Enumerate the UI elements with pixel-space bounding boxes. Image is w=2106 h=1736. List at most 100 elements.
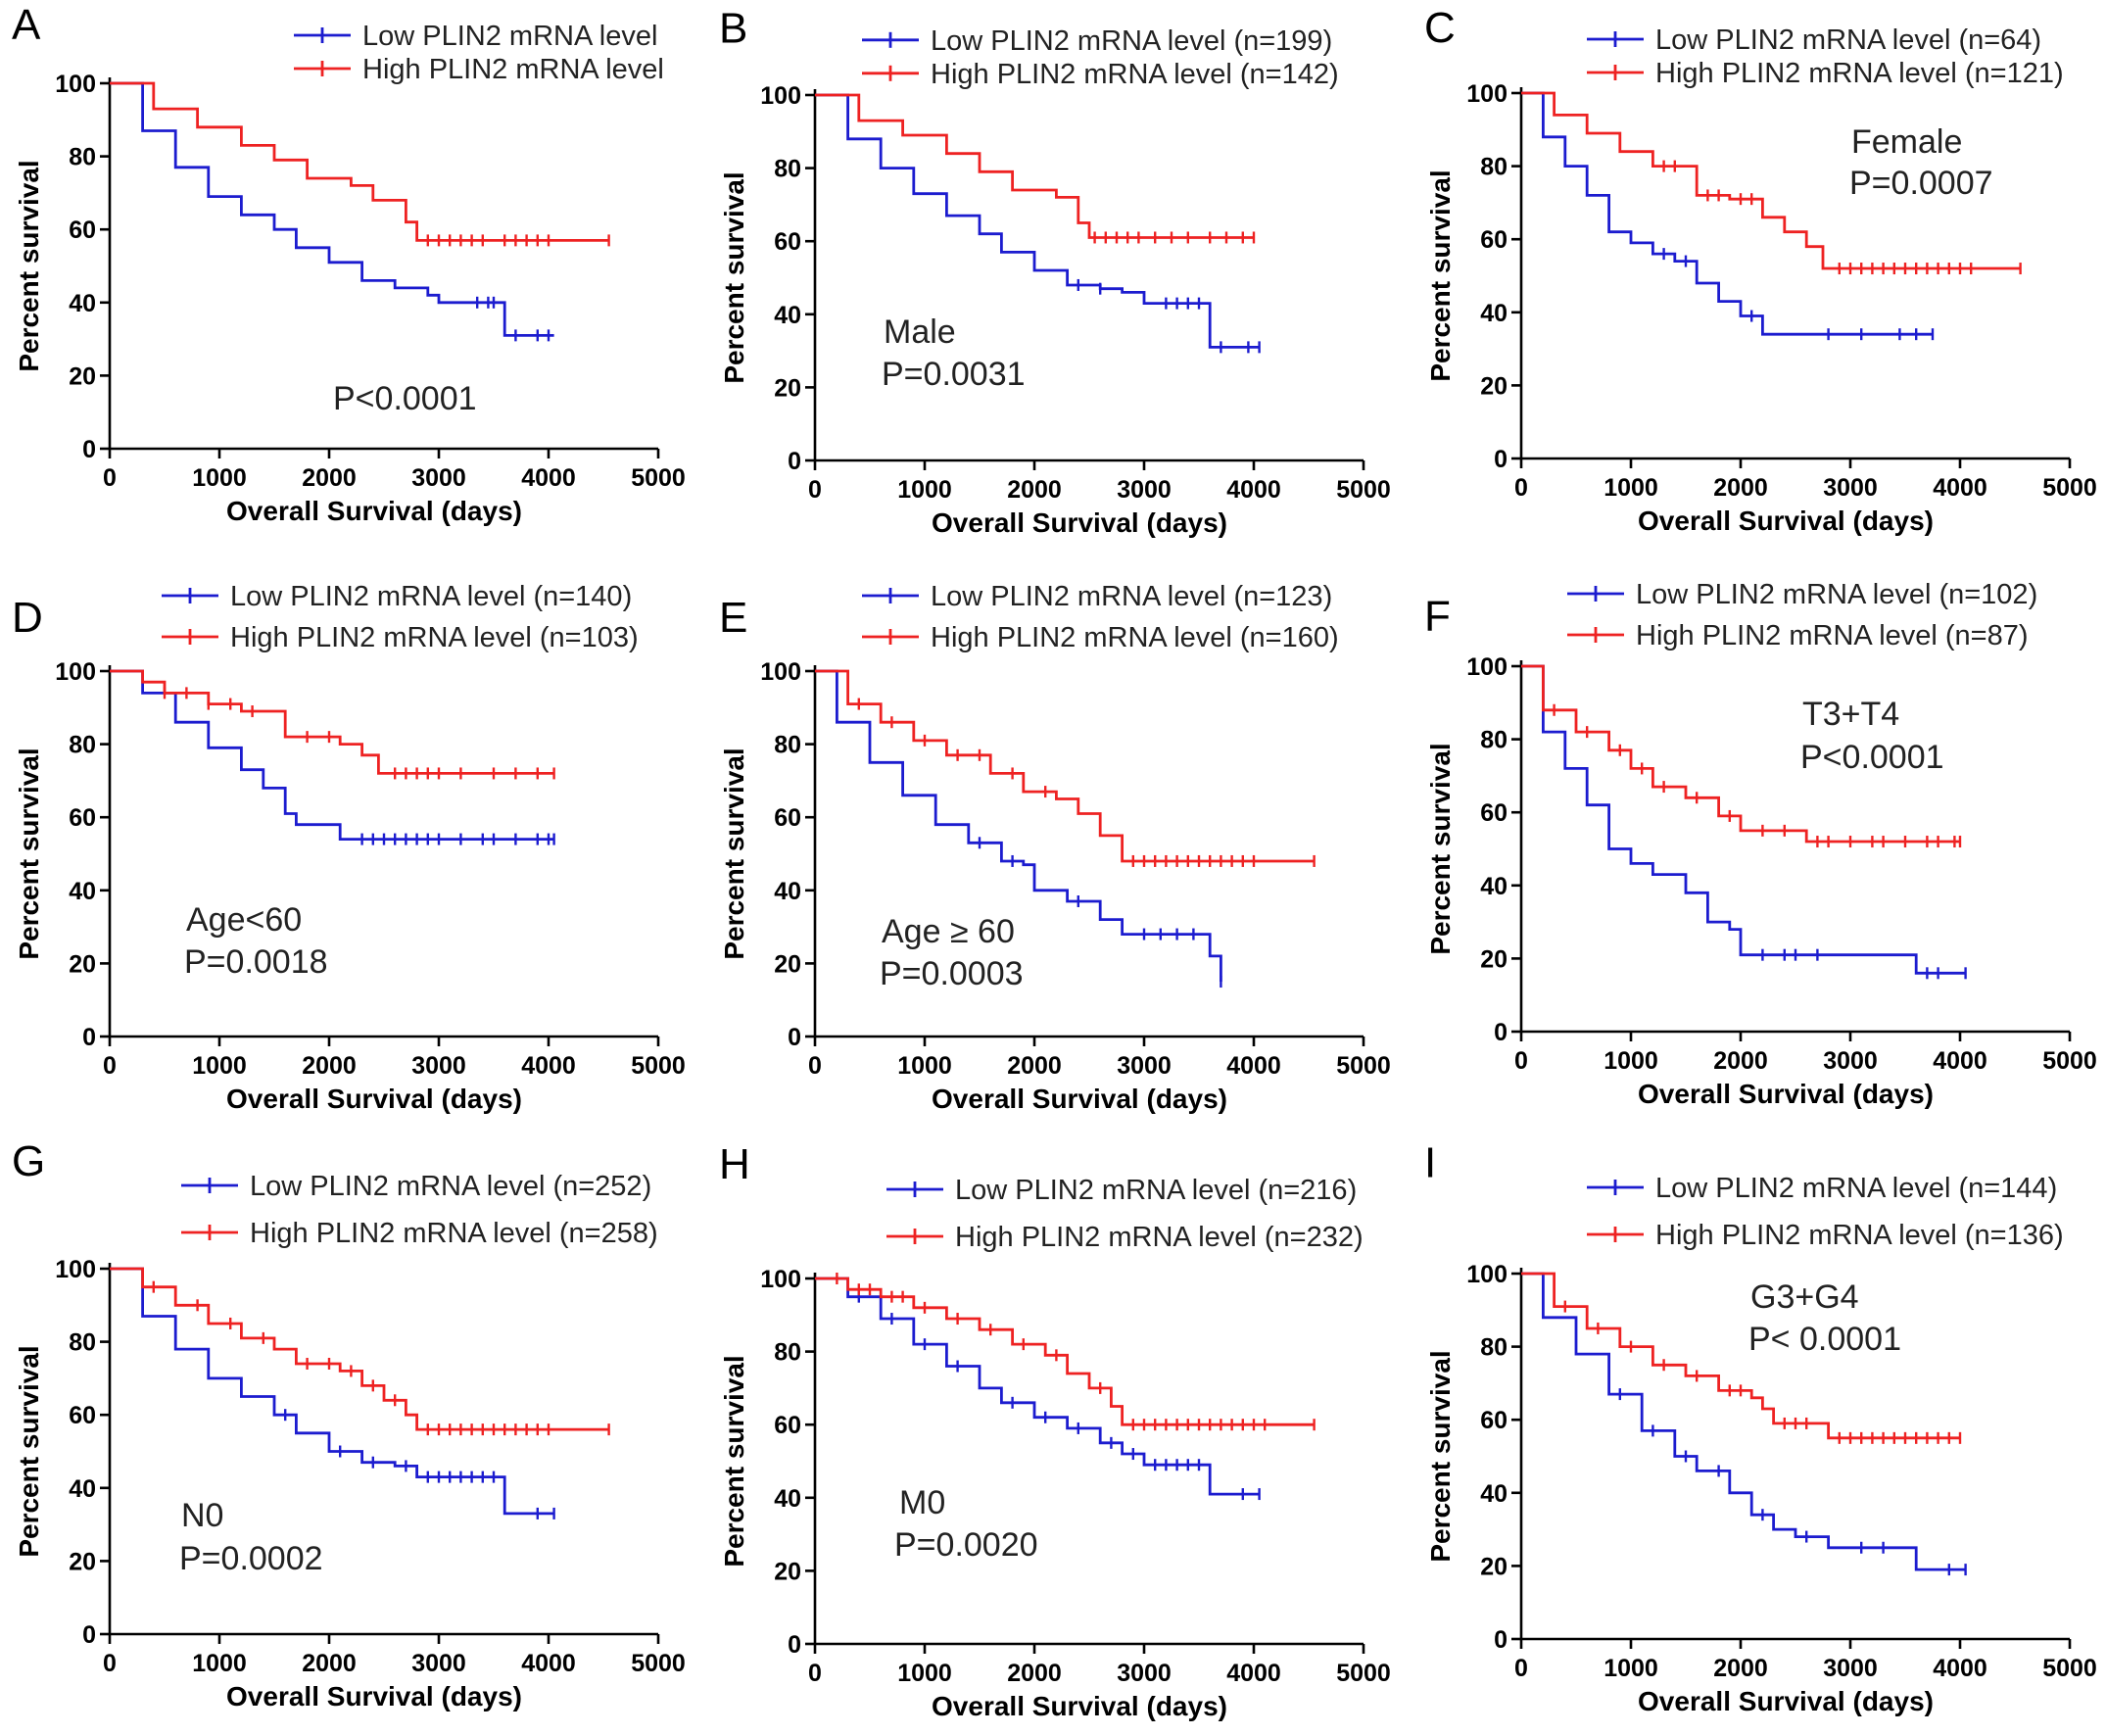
y-tick-label: 80	[774, 1339, 801, 1367]
y-tick-label: 80	[1480, 1334, 1508, 1362]
x-tick-label: 0	[808, 476, 822, 504]
legend-label: High PLIN2 mRNA level (n=232)	[955, 1222, 1364, 1253]
legend-label: Low PLIN2 mRNA level (n=144)	[1655, 1173, 2057, 1204]
panel-annotation: P<0.0001	[333, 380, 477, 417]
legend-label: High PLIN2 mRNA level (n=103)	[230, 622, 639, 653]
legend-entry: Low PLIN2 mRNA level (n=123)	[862, 581, 1332, 612]
y-axis-title: Percent survival	[1425, 169, 1456, 381]
panel-annotation: P=0.0031	[882, 356, 1026, 393]
y-axis-title: Percent survival	[719, 747, 749, 959]
y-tick-label: 20	[69, 1548, 96, 1575]
panel-annotation: G3+G4	[1750, 1278, 1859, 1316]
x-tick-label: 1000	[192, 464, 247, 492]
y-tick-label: 40	[774, 302, 801, 329]
x-tick-label: 4000	[1933, 1655, 1987, 1682]
panel-letter: G	[12, 1137, 45, 1185]
x-tick-label: 0	[103, 1650, 117, 1677]
x-axis-title: Overall Survival (days)	[226, 496, 522, 526]
y-tick-label: 0	[788, 448, 801, 475]
x-tick-label: 0	[103, 464, 117, 492]
y-axis-title: Percent survival	[1425, 743, 1456, 954]
y-tick-label: 0	[82, 1024, 96, 1051]
legend-entry: High PLIN2 mRNA level (n=160)	[862, 622, 1339, 653]
x-tick-label: 5000	[2042, 474, 2097, 502]
x-tick-label: 2000	[302, 1052, 357, 1080]
legend-label: Low PLIN2 mRNA level (n=123)	[931, 581, 1332, 612]
legend-label: High PLIN2 mRNA level (n=136)	[1655, 1220, 2064, 1251]
x-tick-label: 4000	[521, 464, 576, 492]
legend-entry: Low PLIN2 mRNA level (n=144)	[1587, 1173, 2057, 1204]
x-axis-title: Overall Survival (days)	[1638, 1686, 1934, 1716]
panel-annotation: P=0.0020	[894, 1526, 1038, 1564]
x-axis-title: Overall Survival (days)	[1638, 1079, 1934, 1109]
x-tick-label: 1000	[897, 1052, 952, 1080]
x-tick-label: 1000	[192, 1052, 247, 1080]
low-plin2-curve	[815, 93, 1260, 349]
low-plin2-curve	[815, 1277, 1260, 1496]
panel-letter: F	[1424, 593, 1451, 641]
legend-label: High PLIN2 mRNA level (n=142)	[931, 59, 1339, 90]
x-tick-label: 3000	[1117, 476, 1172, 504]
panel-annotation: Male	[884, 313, 956, 351]
x-tick-label: 3000	[411, 1650, 466, 1677]
high-plin2-curve	[110, 81, 609, 242]
y-tick-label: 80	[69, 144, 96, 171]
x-tick-label: 5000	[631, 464, 686, 492]
x-tick-label: 3000	[1823, 474, 1878, 502]
y-axis-title: Percent survival	[14, 160, 44, 371]
x-tick-label: 3000	[411, 1052, 466, 1080]
y-tick-label: 60	[69, 217, 96, 244]
y-tick-label: 40	[1480, 873, 1508, 900]
legend-label: Low PLIN2 mRNA level (n=64)	[1655, 24, 2041, 56]
high-plin2-curve	[110, 669, 554, 775]
y-tick-label: 60	[774, 228, 801, 256]
y-tick-label: 40	[69, 290, 96, 317]
high-plin2-curve	[1521, 664, 1960, 844]
legend-label: High PLIN2 mRNA level (n=258)	[250, 1218, 658, 1249]
x-tick-label: 4000	[1226, 1660, 1281, 1687]
x-tick-label: 3000	[411, 464, 466, 492]
x-axis-title: Overall Survival (days)	[932, 507, 1227, 538]
y-tick-label: 40	[69, 1475, 96, 1503]
x-tick-label: 3000	[1117, 1052, 1172, 1080]
y-tick-label: 40	[1480, 300, 1508, 327]
legend-label: High PLIN2 mRNA level (n=160)	[931, 622, 1339, 653]
y-tick-label: 80	[774, 732, 801, 759]
high-plin2-curve	[815, 1277, 1315, 1426]
x-tick-label: 2000	[1007, 1660, 1062, 1687]
y-tick-label: 60	[1480, 1407, 1508, 1434]
x-tick-label: 0	[808, 1660, 822, 1687]
y-tick-label: 100	[55, 658, 96, 686]
y-axis-title: Percent survival	[14, 747, 44, 959]
y-tick-label: 80	[1480, 154, 1508, 181]
legend-entry: High PLIN2 mRNA level (n=258)	[181, 1218, 658, 1249]
legend-entry: Low PLIN2 mRNA level (n=199)	[862, 25, 1332, 57]
high-plin2-curve	[815, 669, 1315, 863]
panel-annotation: P=0.0007	[1849, 165, 1993, 202]
y-tick-label: 0	[1494, 1019, 1508, 1046]
legend-label: Low PLIN2 mRNA level (n=102)	[1636, 579, 2037, 610]
y-tick-label: 20	[1480, 945, 1508, 973]
legend-entry: Low PLIN2 mRNA level (n=64)	[1587, 24, 2041, 56]
legend-entry: Low PLIN2 mRNA level (n=102)	[1567, 579, 2037, 610]
x-tick-label: 5000	[1336, 1052, 1391, 1080]
legend-entry: High PLIN2 mRNA level (n=121)	[1587, 58, 2064, 89]
y-tick-label: 20	[774, 950, 801, 978]
legend-label: Low PLIN2 mRNA level (n=252)	[250, 1171, 651, 1202]
y-tick-label: 20	[69, 950, 96, 978]
low-plin2-curve	[1521, 1272, 1966, 1571]
x-tick-label: 0	[1514, 474, 1528, 502]
panel-annotation: T3+T4	[1802, 696, 1899, 733]
y-tick-label: 0	[788, 1631, 801, 1659]
x-tick-label: 4000	[521, 1650, 576, 1677]
panel-letter: I	[1424, 1139, 1436, 1187]
x-tick-label: 2000	[1007, 1052, 1062, 1080]
low-plin2-curve	[110, 81, 554, 337]
y-axis-title: Percent survival	[1425, 1350, 1456, 1562]
panel-letter: H	[719, 1140, 750, 1188]
x-tick-label: 1000	[897, 476, 952, 504]
